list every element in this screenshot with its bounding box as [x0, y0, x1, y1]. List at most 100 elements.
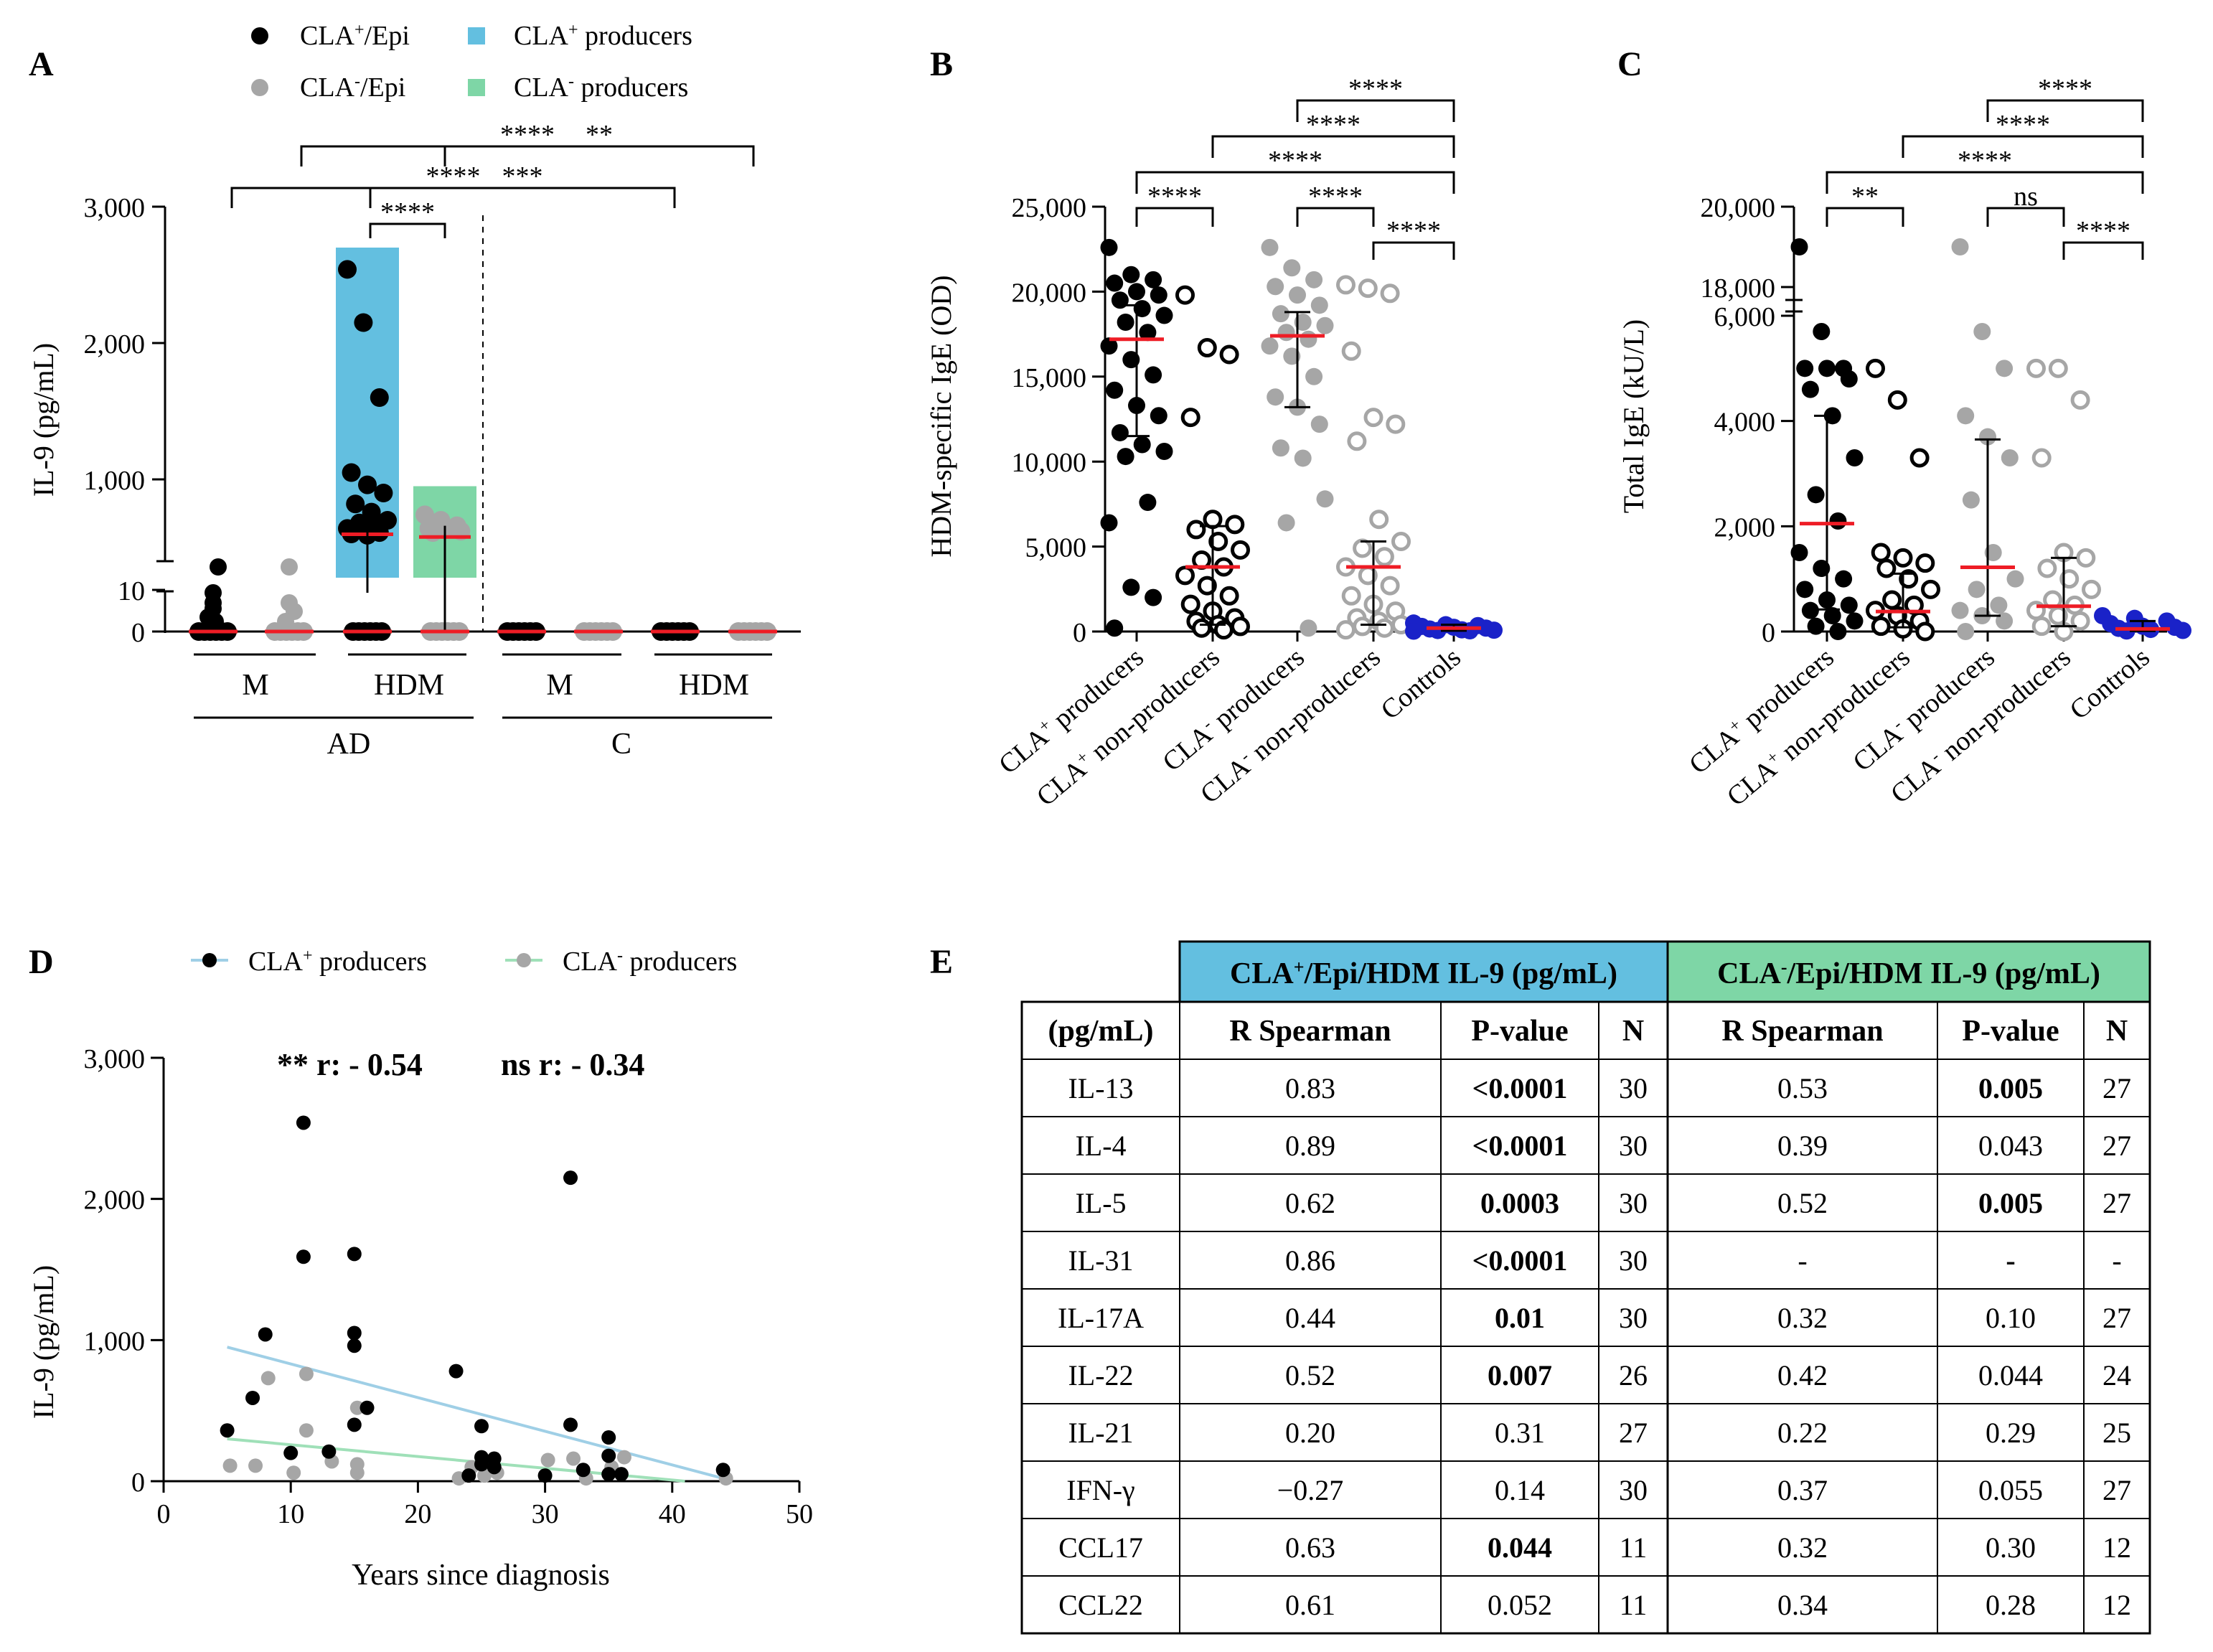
- table-cell: IL-5: [1075, 1187, 1126, 1219]
- data-point: [1405, 622, 1422, 640]
- table-cell: 0.32: [1777, 1531, 1828, 1564]
- data-point: [347, 1247, 362, 1262]
- x-tick-label: 40: [659, 1499, 686, 1529]
- y-tick-label: 10,000: [1012, 448, 1087, 478]
- y-tick-label: 2,000: [84, 329, 146, 360]
- data-point: [1145, 271, 1162, 288]
- data-point: [1310, 416, 1328, 433]
- table-cell: 27: [2102, 1302, 2131, 1334]
- table-cell: 0.044: [1978, 1359, 2043, 1391]
- data-point: [1840, 596, 1858, 614]
- x-axis-title: Years since diagnosis: [352, 1559, 610, 1592]
- table-cell: 0.30: [1986, 1531, 2036, 1564]
- table-cell: 12: [2102, 1531, 2131, 1564]
- table-cell: 27: [1619, 1417, 1648, 1449]
- significance-label: ****: [426, 161, 481, 192]
- data-point: [2037, 558, 2057, 578]
- super-group-label: AD: [327, 728, 371, 761]
- data-point: [358, 475, 377, 494]
- data-point: [1968, 581, 1986, 599]
- data-point: [614, 1467, 629, 1482]
- table-cell: 0.52: [1777, 1187, 1828, 1219]
- table-cell: IL-31: [1068, 1244, 1133, 1277]
- data-point: [1336, 275, 1355, 295]
- significance-label: ****: [500, 120, 555, 150]
- y-axis-title: IL-9 (pg/mL): [27, 343, 60, 497]
- data-point: [1300, 330, 1317, 348]
- table-cell: 0.89: [1285, 1130, 1335, 1162]
- data-point: [277, 613, 294, 630]
- data-point: [1316, 490, 1334, 508]
- table-cell: 30: [1619, 1474, 1648, 1506]
- data-point: [448, 1364, 464, 1379]
- data-point: [1846, 449, 1864, 466]
- data-point: [1150, 407, 1167, 425]
- data-point: [1122, 351, 1140, 369]
- table-cell: 11: [1620, 1531, 1648, 1564]
- data-point: [374, 484, 393, 502]
- panel-b: B 0 5,000 10,000 15,000 20,000 25,000 HDM-speci…: [925, 45, 1503, 812]
- data-point: [1316, 316, 1334, 334]
- significance-bracket: [1211, 135, 1455, 158]
- data-point: [349, 1400, 365, 1415]
- table-cell: 0.53: [1777, 1072, 1828, 1104]
- data-point: [299, 1423, 314, 1438]
- data-point: [260, 1371, 276, 1386]
- data-point: [1807, 486, 1825, 504]
- data-point: [1117, 448, 1134, 466]
- data-point: [2031, 616, 2052, 637]
- table-cell: 30: [1619, 1130, 1648, 1162]
- data-point: [1100, 238, 1118, 256]
- x-tick-label: Controls: [2064, 642, 2156, 726]
- y-tick-label: 6,000: [1714, 302, 1776, 332]
- data-point: [1231, 540, 1250, 560]
- data-point: [1192, 618, 1212, 638]
- data-point: [1866, 358, 1885, 378]
- data-point: [1887, 390, 1907, 410]
- data-point: [1283, 259, 1301, 277]
- data-point: [1175, 565, 1195, 586]
- data-point: [1277, 514, 1295, 532]
- y-tick-label: 0: [1073, 618, 1086, 648]
- data-point: [1128, 283, 1145, 301]
- data-point: [575, 1463, 591, 1478]
- significance-label: ****: [1147, 182, 1202, 212]
- legend-marker: [251, 79, 268, 96]
- group-label: M: [546, 669, 573, 702]
- panel-e: E CLA+/Epi/HDM IL-9 (pg/mL) CLA-/Epi/HDM I…: [930, 940, 2151, 1635]
- data-point: [1231, 616, 1250, 637]
- table-cell: 0.0003: [1480, 1187, 1559, 1219]
- data-point: [2048, 358, 2068, 378]
- table-cell: 12: [2102, 1589, 2131, 1621]
- significance-bracket: [1296, 207, 1375, 227]
- data-point: [1915, 553, 1935, 573]
- table-cell: 0.83: [1285, 1072, 1335, 1104]
- data-point: [1155, 442, 1173, 460]
- data-point: [1813, 560, 1831, 577]
- table-cell: 24: [2102, 1359, 2131, 1391]
- data-point: [296, 1249, 311, 1264]
- data-point: [2006, 570, 2024, 588]
- significance-bracket: [1135, 207, 1214, 227]
- data-point: [1915, 621, 1935, 642]
- table-cell: 0.007: [1488, 1359, 1552, 1391]
- data-point: [1796, 581, 1814, 599]
- correlation-annotation: ** r: - 0.54: [277, 1047, 423, 1082]
- table-cell: 25: [2102, 1417, 2131, 1449]
- data-point: [1213, 620, 1234, 640]
- table-group-header: [1666, 940, 2151, 1003]
- data-point: [1957, 623, 1975, 640]
- data-point: [2118, 622, 2136, 640]
- data-point: [207, 613, 224, 630]
- data-point: [1380, 283, 1400, 304]
- data-point: [283, 1445, 299, 1460]
- data-point: [1818, 360, 1836, 377]
- y-axis-title: IL-9 (pg/mL): [27, 1265, 60, 1419]
- data-point: [1106, 619, 1124, 637]
- data-point: [2026, 358, 2046, 378]
- data-point: [1979, 428, 1996, 446]
- data-point: [474, 1450, 489, 1465]
- table-cell: 0.32: [1777, 1302, 1828, 1334]
- table-cell: <0.0001: [1472, 1072, 1568, 1104]
